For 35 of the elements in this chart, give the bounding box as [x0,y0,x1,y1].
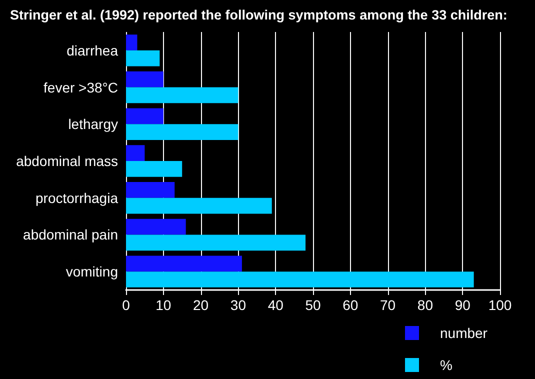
x-tick-label: 50 [305,297,321,313]
y-tick-label: vomiting [66,264,118,280]
x-tick-label: 100 [488,297,512,313]
x-tick-label: 10 [156,297,172,313]
x-tick-label: 70 [380,297,396,313]
x-tick-label: 40 [268,297,284,313]
y-tick-label: diarrhea [66,42,118,58]
legend-label: % [440,357,452,373]
chart-title: Stringer et al. (1992) reported the following symptoms among the 33 children: [10,8,508,22]
bar [126,50,160,66]
x-tick-label: 20 [193,297,209,313]
x-tick-label: 30 [230,297,246,313]
bar [126,71,164,88]
bar [126,182,175,198]
bar [126,124,238,140]
x-tick-label: 60 [342,297,358,313]
bar [126,161,182,177]
y-tick-label: lethargy [68,116,118,132]
y-tick-label: proctorrhagia [36,190,118,206]
bar [126,145,145,161]
bar [126,256,242,272]
y-tick-label: abdominal mass [16,153,118,169]
bar [126,87,238,104]
bar [126,218,186,235]
bar [126,272,474,288]
x-tick-label: 90 [454,297,471,313]
x-tick-label: 80 [417,297,434,313]
legend-label: number [440,325,488,341]
bar [126,34,138,50]
bar [126,234,306,251]
y-tick-label: abdominal pain [23,226,118,243]
bar [126,198,272,214]
x-tick-label: 0 [122,297,130,313]
bar [126,108,164,124]
y-tick-label: fever >38°C [44,79,118,96]
